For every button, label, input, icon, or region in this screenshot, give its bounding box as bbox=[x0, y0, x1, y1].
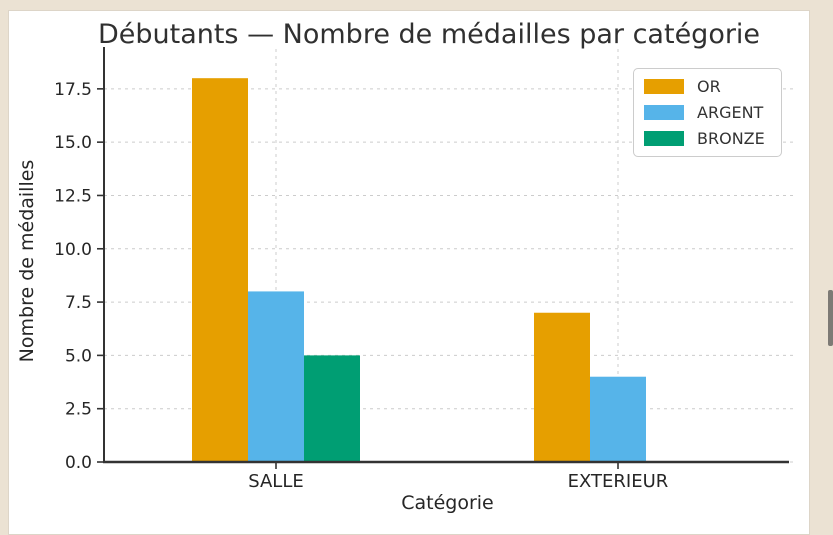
bar-chart-plot-area: 0.0 2.5 5.0 7.5 10.0 12.5 15.0 17.5 SALLE EXTERIE… bbox=[54, 47, 797, 492]
legend-label-argent: ARGENT bbox=[697, 103, 764, 122]
chart-title: Débutants — Nombre de médailles par caté… bbox=[97, 19, 761, 50]
y-tick-label: 15.0 bbox=[54, 133, 92, 153]
x-axis-title: Catégorie bbox=[401, 492, 494, 514]
bar-salle-bronze bbox=[304, 355, 360, 462]
bar-exterieur-or bbox=[534, 312, 590, 462]
legend-swatch-or bbox=[644, 79, 684, 94]
legend-swatch-argent bbox=[644, 105, 684, 120]
y-tick-label: 12.5 bbox=[54, 186, 92, 206]
tick-labels: 0.0 2.5 5.0 7.5 10.0 12.5 15.0 17.5 SALLE EXTERIE… bbox=[54, 80, 668, 492]
legend: OR ARGENT BRONZE bbox=[633, 68, 782, 157]
x-tick-label: EXTERIEUR bbox=[568, 471, 669, 492]
y-tick-label: 17.5 bbox=[54, 80, 92, 100]
legend-label-or: OR bbox=[697, 77, 721, 96]
x-tick-label: SALLE bbox=[248, 471, 304, 492]
legend-label-bronze: BRONZE bbox=[697, 129, 765, 148]
legend-item-argent: ARGENT bbox=[644, 103, 771, 122]
scrollbar-thumb[interactable] bbox=[828, 290, 833, 346]
legend-swatch-bronze bbox=[644, 131, 684, 146]
y-tick-label: 7.5 bbox=[65, 293, 92, 313]
bar-exterieur-argent bbox=[590, 376, 646, 462]
bars bbox=[192, 78, 646, 462]
axes bbox=[97, 47, 789, 469]
legend-item-bronze: BRONZE bbox=[644, 129, 771, 148]
bar-salle-or bbox=[192, 78, 248, 462]
y-tick-label: 5.0 bbox=[65, 346, 92, 366]
legend-item-or: OR bbox=[644, 77, 771, 96]
y-tick-label: 0.0 bbox=[65, 453, 92, 473]
y-tick-label: 10.0 bbox=[54, 240, 92, 260]
bar-salle-argent bbox=[248, 291, 304, 462]
y-tick-label: 2.5 bbox=[65, 400, 92, 420]
chart-panel: Débutants — Nombre de médailles par caté… bbox=[8, 10, 810, 535]
